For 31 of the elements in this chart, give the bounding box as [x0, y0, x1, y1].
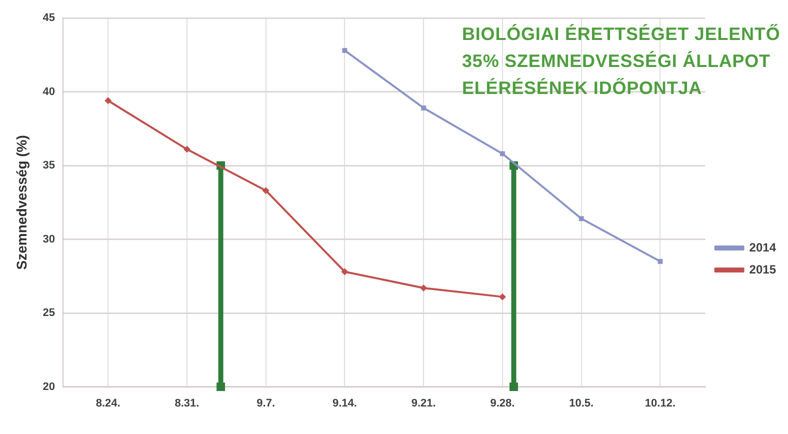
x-tick-label: 9.28. — [490, 397, 515, 410]
x-tick-label: 9.14. — [332, 397, 357, 410]
x-tick-label: 9.7. — [256, 397, 276, 410]
point — [183, 146, 190, 153]
point — [104, 97, 112, 104]
legend-label: 2014 — [749, 240, 776, 254]
x-tick-label: 9.21. — [411, 397, 436, 410]
y-tick-label: 35 — [42, 160, 56, 172]
point — [341, 268, 348, 276]
x-tick-label: 8.24. — [96, 397, 120, 410]
y-tick-label: 45 — [42, 12, 56, 24]
point — [216, 382, 226, 392]
point — [578, 216, 584, 222]
point — [658, 258, 663, 264]
point — [342, 48, 348, 53]
point — [262, 187, 270, 194]
point — [420, 284, 428, 292]
legend-label: 2015 — [749, 262, 776, 276]
y-tick-label: 25 — [42, 307, 56, 320]
point — [498, 293, 506, 300]
point — [500, 151, 505, 156]
y-axis-title: Szemnedvesség (%) — [13, 135, 30, 270]
point — [421, 106, 426, 110]
point — [510, 382, 518, 392]
x-tick-label: 10.12. — [644, 397, 676, 410]
x-tick-label: 8.31. — [174, 397, 200, 410]
x-tick-label: 10.5. — [569, 397, 594, 410]
annotation: BIOLÓGIAI ÉRETTSÉGET JELENTŐ 35% SZEMNEDVESSÉGI ÁLLAPOT ELÉRÉSÉNEK IDŐPONTJA — [462, 23, 782, 100]
y-tick-label: 30 — [42, 233, 56, 246]
y-tick-label: 20 — [42, 380, 56, 393]
y-tick-label: 40 — [42, 86, 56, 98]
